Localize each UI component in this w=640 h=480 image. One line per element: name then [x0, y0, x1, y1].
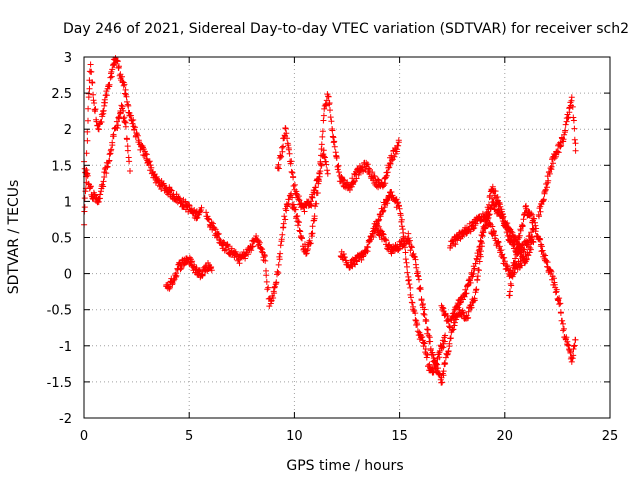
y-tick-label: 2.5	[51, 87, 72, 102]
marker-trail	[371, 183, 537, 386]
tick-marks	[83, 56, 611, 419]
y-tick-label: -1	[59, 340, 72, 355]
marker-trail	[203, 147, 331, 310]
marker-trail	[337, 189, 449, 376]
y-tick-label: 3	[64, 51, 72, 66]
y-tick-label: 0	[64, 268, 72, 283]
x-tick-label: 15	[391, 429, 408, 444]
series-track-D	[203, 147, 331, 310]
series-track-C	[163, 254, 215, 292]
x-axis-label: GPS time / hours	[286, 458, 403, 474]
data-points	[81, 55, 579, 386]
chart-title: Day 246 of 2021, Sidereal Day-to-day VTE…	[63, 21, 629, 37]
marker-trail	[447, 210, 529, 280]
y-tick-label: 2	[64, 123, 72, 138]
series-track-J	[506, 202, 579, 365]
series-track-F	[337, 189, 449, 376]
y-tick-labels: -2 -1.5 -1 -0.5 0 0.5 1 1.5 2 2.5 3	[47, 51, 72, 427]
series-track-G	[371, 183, 537, 386]
x-tick-label: 0	[80, 429, 88, 444]
grid	[84, 57, 610, 418]
y-tick-label: 1	[64, 195, 72, 210]
y-tick-label: 0.5	[51, 232, 72, 247]
series-track-E	[274, 91, 402, 215]
marker-trail	[535, 94, 579, 220]
marker-trail	[506, 202, 579, 365]
series-track-I	[447, 210, 529, 280]
x-tick-label: 5	[185, 429, 193, 444]
series-track-K	[535, 94, 579, 220]
marker-trail	[81, 102, 133, 206]
x-tick-labels: 0 5 10 15 20 25	[80, 429, 618, 444]
y-tick-label: -0.5	[47, 304, 72, 319]
y-axis-label: SDTVAR / TECUs	[6, 180, 22, 295]
x-tick-label: 25	[602, 429, 619, 444]
y-tick-label: -1.5	[47, 376, 72, 391]
y-tick-label: 1.5	[51, 159, 72, 174]
marker-trail	[163, 254, 215, 292]
y-tick-label: -2	[59, 412, 72, 427]
x-tick-label: 20	[497, 429, 514, 444]
x-tick-label: 10	[286, 429, 303, 444]
series-track-B	[81, 102, 133, 206]
marker-trail	[274, 91, 402, 215]
